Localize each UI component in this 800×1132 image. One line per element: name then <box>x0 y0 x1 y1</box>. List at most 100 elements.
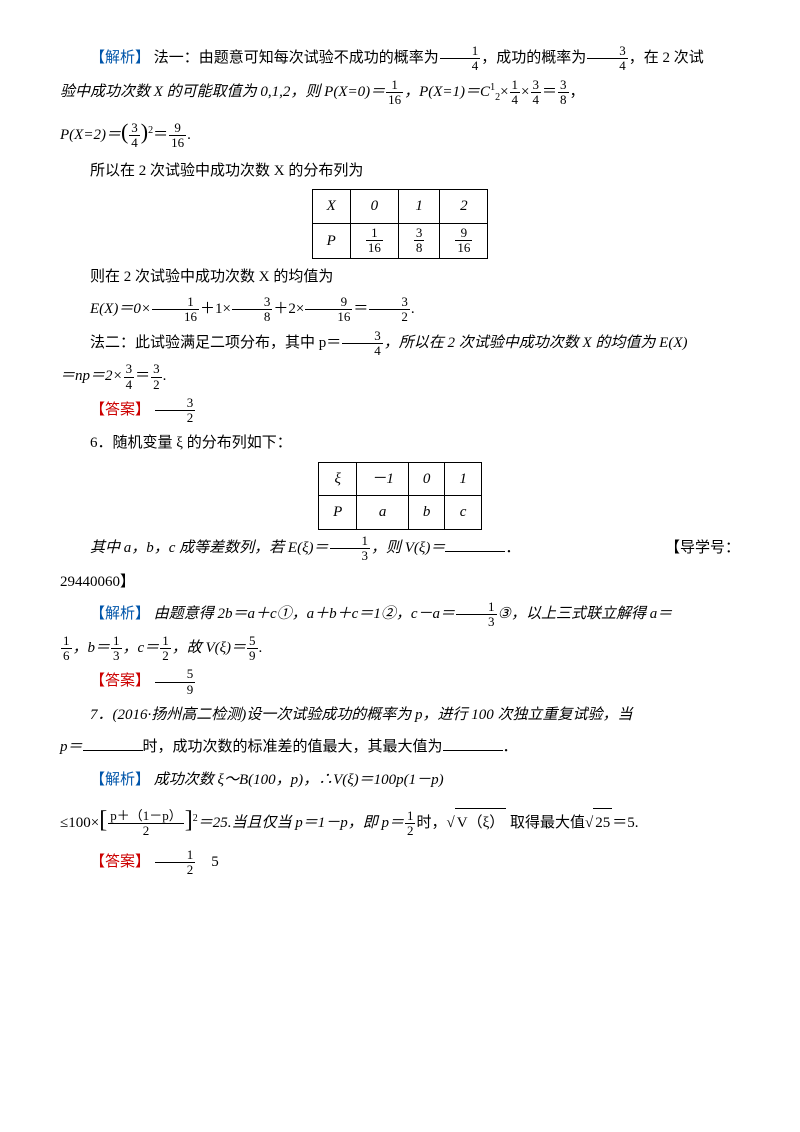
q7-answer: 【答案】 12 5 <box>60 848 740 878</box>
table-hdr-xi: ξ <box>319 462 357 496</box>
table-cell: a <box>357 496 409 530</box>
text: × <box>500 84 508 100</box>
frac: 38 <box>232 295 273 325</box>
text: 7．(2016·扬州高二检测)设一次试验成功的概率为 p，进行 100 次独立重… <box>90 707 633 723</box>
text: ③，以上三式联立解得 a＝ <box>498 606 673 622</box>
text: ≤100× <box>60 815 99 831</box>
table-hdr-p: P <box>312 223 350 258</box>
text: ． <box>505 540 520 556</box>
q6-solution-l2: 16，b＝13，c＝12，故 V(ξ)＝59. <box>60 634 740 664</box>
text: 验中成功次数 X 的可能取值为 0,1,2，则 P(X=0)＝ <box>60 84 385 100</box>
table-cell: 1 <box>398 190 440 224</box>
table-cell: b <box>408 496 445 530</box>
q5-method2-line2: ＝np＝2×34＝32. <box>60 362 740 392</box>
frac-br: p＋（1－p）2 <box>108 809 184 839</box>
blank-fill <box>445 536 505 552</box>
frac: 14 <box>510 78 521 108</box>
text: ，P(X=1)＝C <box>404 84 490 100</box>
table-cell: 1 <box>445 462 482 496</box>
sqrt-icon: √ <box>447 815 455 831</box>
table-cell: 0 <box>408 462 445 496</box>
frac: 34 <box>129 121 140 151</box>
table-cell: 2 <box>440 190 488 224</box>
q5-answer: 【答案】 32 <box>60 396 740 426</box>
text: ＋1× <box>200 301 231 317</box>
text: p＝ <box>60 739 83 755</box>
text: 法一：由题意可知每次试验不成功的概率为 <box>154 50 439 66</box>
table-cell: 38 <box>398 223 440 258</box>
q5-p2: P(X=2)＝(34)2＝916. <box>60 111 740 153</box>
text: ＋2× <box>273 301 304 317</box>
text: ＝np＝2× <box>60 369 123 385</box>
frac: 34 <box>531 78 542 108</box>
text: 法二：此试验满足二项分布，其中 p＝ <box>90 335 341 351</box>
label-daan: 【答案】 <box>90 402 150 418</box>
label-jiexi: 【解析】 <box>90 50 150 66</box>
text: ＝ <box>353 301 368 317</box>
label-jiexi: 【解析】 <box>90 772 150 788</box>
label-daan: 【答案】 <box>90 854 150 870</box>
q7-sol-l1: 【解析】 成功次数 ξ～B(100，p)，∴V(ξ)＝100p(1－p) <box>60 766 740 795</box>
sep <box>196 854 211 870</box>
text: 时，成功次数的标准差的值最大，其最大值为 <box>143 739 443 755</box>
q5-method1-line1: 【解析】 法一：由题意可知每次试验不成功的概率为14，成功的概率为34，在 2 … <box>60 44 740 74</box>
frac-pfail: 14 <box>440 44 481 74</box>
text: . <box>163 369 167 385</box>
table-hdr-p: P <box>319 496 357 530</box>
q5-mean-intro: 则在 2 次试验中成功次数 X 的均值为 <box>60 263 740 292</box>
table-hdr-x: X <box>312 190 350 224</box>
frac: 13 <box>456 600 497 630</box>
text: ＝25.当且仅当 p＝1－p，即 p＝ <box>198 815 404 831</box>
q6-condition: 其中 a，b，c 成等差数列，若 E(ξ)＝13，则 V(ξ)＝． 【导学号： <box>60 534 740 564</box>
text: . <box>259 640 263 656</box>
text: P(X=2)＝ <box>60 127 121 143</box>
sqrt-icon: √ <box>585 815 593 831</box>
text: . <box>411 301 415 317</box>
q5-method1-line2: 验中成功次数 X 的可能取值为 0,1,2，则 P(X=0)＝116，P(X=1… <box>60 78 740 108</box>
frac: 38 <box>558 78 569 108</box>
text: ． <box>503 739 518 755</box>
text: ＝ <box>153 127 168 143</box>
text: 时， <box>416 815 446 831</box>
frac-b: 13 <box>111 634 122 664</box>
q6-daoxue-num: 29440060】 <box>60 568 740 597</box>
frac-c: 12 <box>160 634 171 664</box>
frac-answer: 59 <box>155 667 196 697</box>
frac: 916 <box>305 295 352 325</box>
q5-method2-line1: 法二：此试验满足二项分布，其中 p＝34，所以在 2 次试验中成功次数 X 的均… <box>60 329 740 359</box>
frac-half: 12 <box>405 809 416 839</box>
text: ，所以在 2 次试验中成功次数 X 的均值为 E(X) <box>384 335 688 351</box>
frac: 13 <box>330 534 371 564</box>
label-daan: 【答案】 <box>90 673 150 689</box>
frac: 116 <box>152 295 199 325</box>
blank-fill <box>83 735 143 751</box>
text: ， <box>570 84 585 100</box>
frac: 916 <box>169 121 186 151</box>
q6-answer: 【答案】 59 <box>60 667 740 697</box>
table-cell: c <box>445 496 482 530</box>
table-cell: 916 <box>440 223 488 258</box>
frac-p0: 116 <box>386 78 403 108</box>
text: ，故 V(ξ)＝ <box>172 640 246 656</box>
table-cell: －1 <box>357 462 409 496</box>
frac: 32 <box>151 362 162 392</box>
text: × <box>521 84 529 100</box>
q5-dist-intro: 所以在 2 次试验中成功次数 X 的分布列为 <box>60 157 740 186</box>
sqrt-25: 25 <box>593 808 612 838</box>
text: ，成功的概率为 <box>481 50 586 66</box>
q7-line1: 7．(2016·扬州高二检测)设一次试验成功的概率为 p，进行 100 次独立重… <box>60 701 740 730</box>
text: ＝5. <box>612 815 638 831</box>
frac-a: 16 <box>61 634 72 664</box>
text: 取得最大值 <box>506 815 585 831</box>
q6-solution-l1: 【解析】 由题意得 2b＝a＋c①，a＋b＋c＝1②，c－a＝13③，以上三式联… <box>60 600 740 630</box>
text: ＝ <box>135 369 150 385</box>
q6-dist-table: ξ －1 0 1 P a b c <box>318 462 482 530</box>
text: ，c＝ <box>123 640 160 656</box>
text: 由题意得 2b＝a＋c①，a＋b＋c＝1②，c－a＝ <box>154 606 455 622</box>
frac: 34 <box>124 362 135 392</box>
text: ，b＝ <box>73 640 111 656</box>
label-jiexi: 【解析】 <box>90 606 150 622</box>
frac-v: 59 <box>247 634 258 664</box>
frac: 32 <box>369 295 410 325</box>
text: ，则 V(ξ)＝ <box>371 540 445 556</box>
